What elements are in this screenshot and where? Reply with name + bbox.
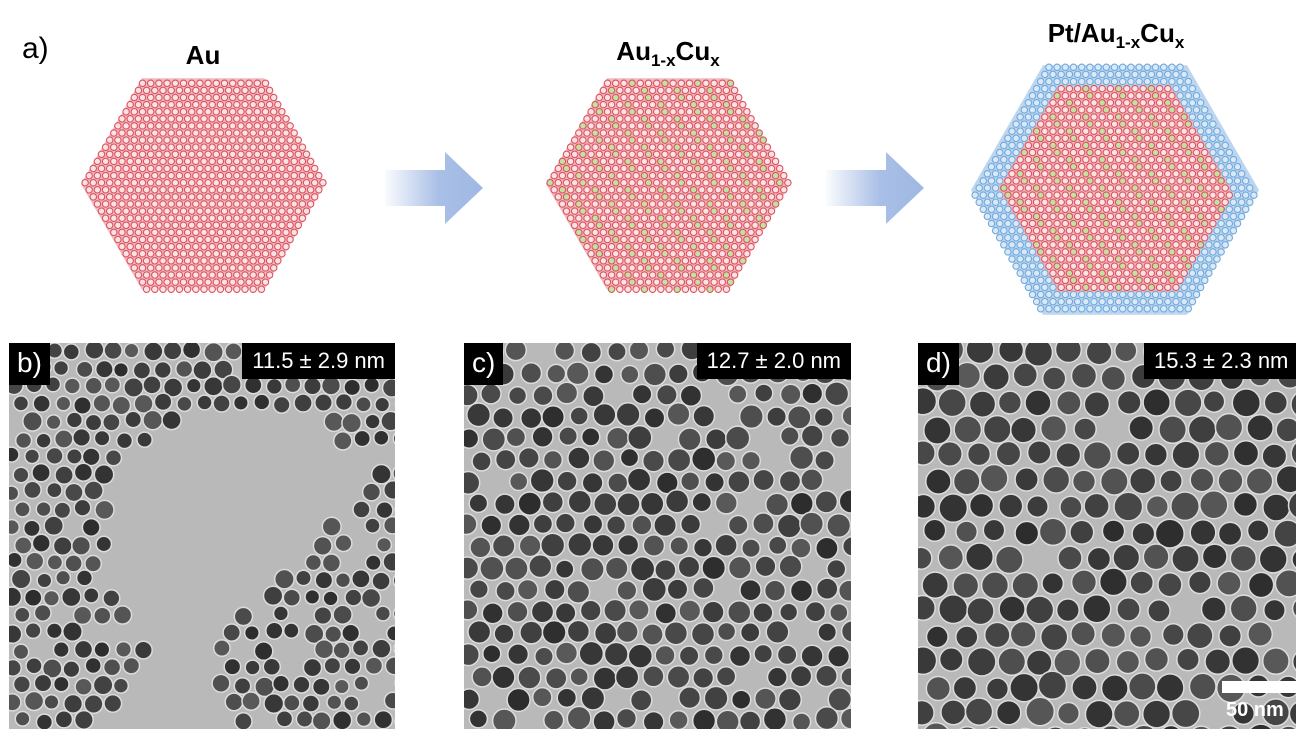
tem-image-d: d) 15.3 ± 2.3 nm 50 nm (918, 343, 1296, 729)
tem-particles (918, 343, 1296, 729)
title-sub: x (710, 51, 720, 70)
panel-label-b: b) (9, 343, 50, 385)
tem-image-b: b) 11.5 ± 2.9 nm (9, 343, 395, 729)
au-nanoparticle-hexagon (81, 78, 327, 293)
scale-bar (1222, 681, 1296, 693)
tem-particles (464, 343, 851, 729)
stage-title-au: Au (186, 40, 221, 71)
panel-label-c: c) (464, 343, 504, 385)
size-badge: 11.5 ± 2.9 nm (242, 343, 395, 379)
pt-aucu-core-shell-hexagon (971, 63, 1259, 315)
scale-bar-label: 50 nm (1226, 699, 1284, 721)
title-base: Au (616, 36, 651, 66)
stage-title-pt-aucu: Pt/Au1-xCux (1048, 18, 1185, 53)
title-sub: x (1174, 33, 1185, 52)
title-sub: 1-x (650, 51, 676, 70)
title-mid: Cu (1140, 18, 1175, 48)
tem-image-c: c) 12.7 ± 2.0 nm (464, 343, 851, 729)
stage-title-aucu: Au1-xCux (616, 36, 719, 71)
panel-label-d: d) (918, 343, 959, 385)
size-badge: 12.7 ± 2.0 nm (696, 343, 851, 379)
title-mid: Cu (675, 36, 711, 66)
title-sub: 1-x (1115, 33, 1141, 52)
title-base: Au (185, 40, 221, 70)
panel-label-a: a) (22, 32, 49, 65)
size-badge: 15.3 ± 2.3 nm (1144, 343, 1296, 379)
title-base: Pt/Au (1047, 18, 1116, 48)
arrow-right-icon (385, 152, 483, 224)
tem-particles (9, 343, 395, 729)
arrow-right-icon (826, 152, 924, 224)
aucu-nanoparticle-hexagon (546, 78, 792, 293)
